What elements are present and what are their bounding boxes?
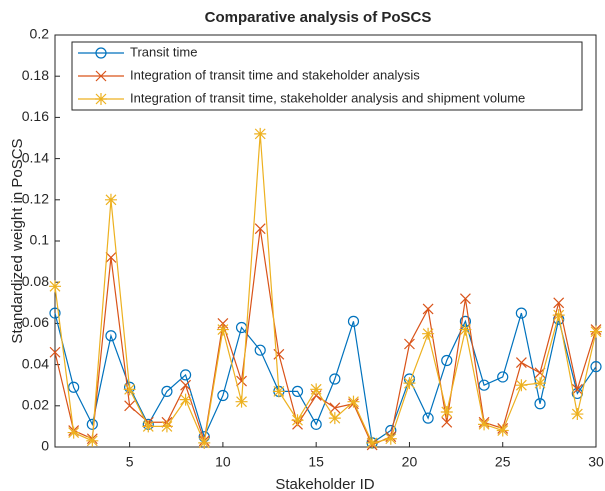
marker	[142, 420, 155, 433]
marker	[198, 436, 211, 449]
marker	[497, 371, 509, 383]
marker	[179, 369, 192, 381]
marker	[571, 383, 583, 395]
marker	[515, 379, 528, 392]
y-tick-label: 0.14	[22, 149, 49, 165]
marker	[291, 414, 304, 427]
marker	[515, 357, 527, 368]
y-tick-label: 0.2	[30, 26, 50, 42]
series-line	[54, 133, 597, 445]
marker	[571, 408, 584, 421]
marker	[161, 385, 173, 397]
y-tick-label: 0.02	[22, 397, 49, 413]
marker	[68, 381, 80, 393]
marker	[49, 280, 61, 293]
y-tick-label: 0.04	[22, 355, 49, 371]
marker	[441, 354, 453, 367]
marker	[496, 424, 509, 437]
x-tick-label: 10	[215, 454, 231, 470]
marker	[86, 434, 99, 447]
marker	[590, 325, 602, 338]
x-tick-label: 30	[588, 454, 604, 470]
marker	[515, 307, 527, 319]
marker	[440, 405, 453, 418]
marker	[459, 323, 472, 336]
legend-box	[71, 41, 583, 111]
x-axis-label: Stakeholder ID	[275, 476, 374, 491]
marker	[95, 47, 107, 59]
legend-label: Integration of transit time and stakehol…	[130, 67, 420, 82]
marker	[254, 223, 266, 235]
marker	[310, 418, 322, 430]
marker	[105, 252, 117, 263]
marker	[459, 293, 471, 305]
marker	[590, 361, 602, 373]
marker	[552, 309, 565, 322]
marker	[422, 412, 434, 424]
marker	[216, 323, 229, 336]
y-tick-label: 0.08	[22, 273, 49, 289]
y-tick-label: 0	[41, 438, 49, 454]
x-tick-label: 5	[126, 454, 134, 470]
marker	[310, 383, 323, 396]
marker	[347, 315, 360, 327]
marker	[124, 400, 136, 412]
marker	[441, 416, 453, 428]
marker	[553, 297, 565, 309]
y-tick-label: 0.1	[30, 232, 50, 248]
y-tick-label: 0.12	[22, 191, 49, 207]
marker	[384, 432, 397, 445]
marker	[254, 127, 267, 140]
x-tick-label: 20	[402, 454, 418, 470]
marker	[254, 344, 266, 356]
marker	[347, 395, 360, 408]
marker	[105, 330, 117, 342]
marker	[179, 393, 192, 406]
marker	[534, 398, 546, 410]
marker	[291, 385, 304, 397]
marker	[180, 379, 192, 391]
marker	[329, 373, 341, 385]
marker	[49, 346, 61, 358]
y-tick-label: 0.16	[22, 108, 49, 124]
marker	[236, 375, 247, 387]
marker	[67, 426, 80, 439]
marker	[329, 402, 341, 414]
marker	[95, 70, 107, 82]
marker	[422, 303, 434, 315]
marker	[403, 377, 416, 390]
marker	[478, 418, 491, 431]
x-tick-label: 25	[495, 454, 511, 470]
marker	[422, 327, 435, 340]
chart-title: Comparative analysis of PoSCS	[205, 9, 432, 26]
y-tick-label: 0.18	[22, 67, 49, 83]
y-tick-label: 0.06	[22, 314, 49, 330]
y-axis-label: Standardized weight in PoSCS	[9, 138, 26, 343]
marker	[217, 389, 229, 402]
marker	[328, 412, 341, 425]
marker	[534, 377, 547, 390]
marker	[123, 383, 136, 396]
x-tick-label: 15	[308, 454, 324, 470]
marker	[160, 420, 173, 433]
marker	[366, 436, 379, 449]
marker	[86, 418, 98, 430]
marker	[95, 93, 107, 105]
marker	[404, 338, 415, 350]
legend-label: Integration of transit time, stakeholder…	[130, 90, 525, 105]
marker	[272, 385, 285, 398]
legend-label: Transit time	[130, 44, 197, 59]
marker	[104, 193, 117, 206]
marker	[49, 307, 61, 319]
marker	[235, 395, 248, 408]
